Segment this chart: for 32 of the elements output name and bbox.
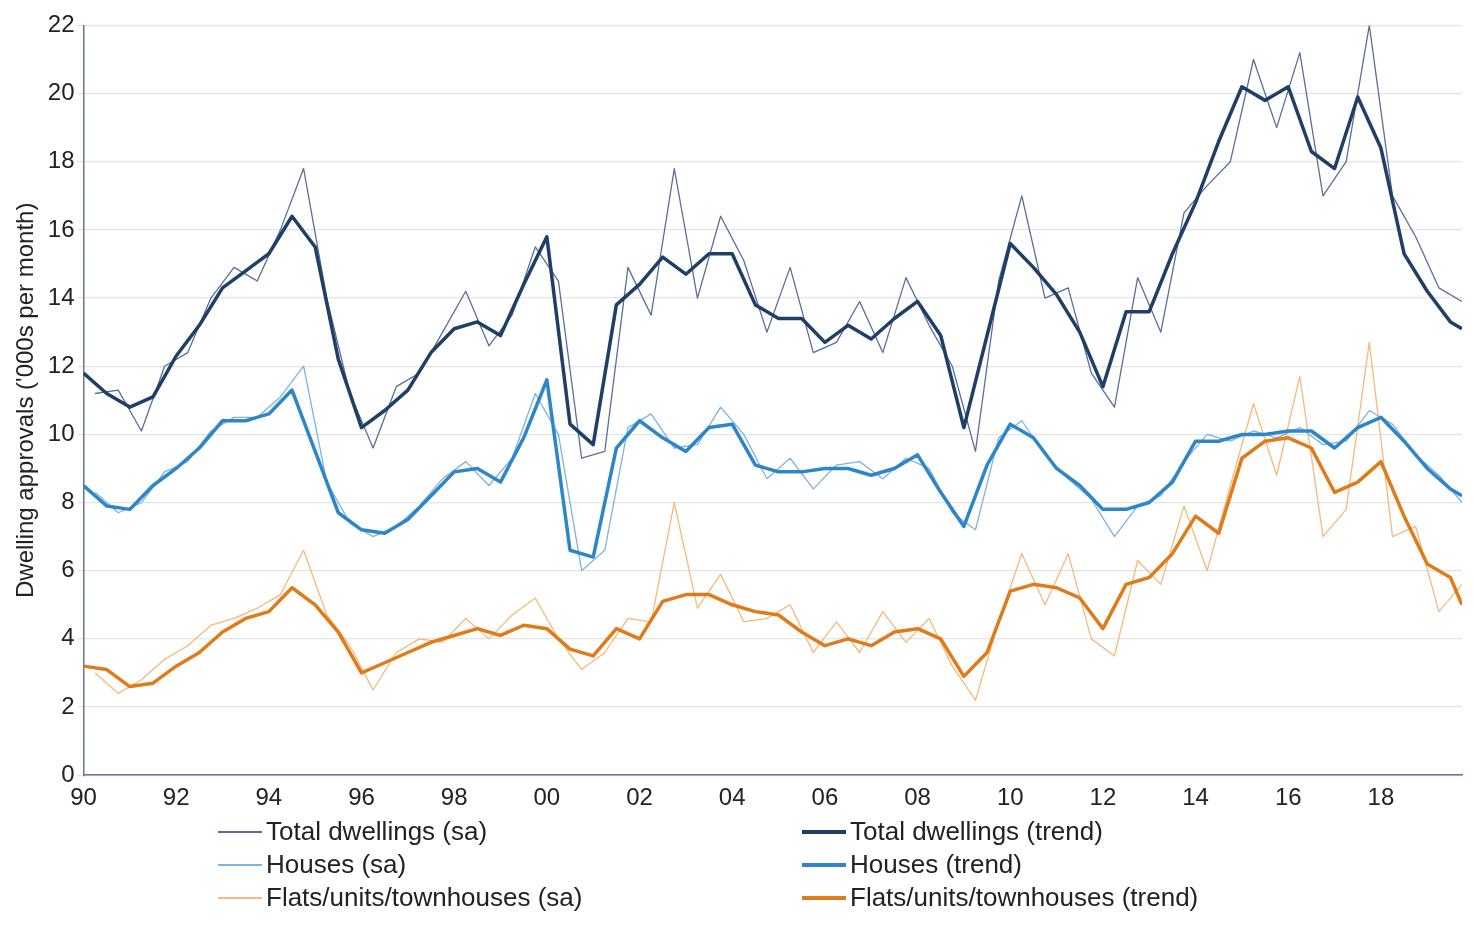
x-tick-label: 10 (996, 783, 1024, 811)
x-tick-label: 00 (533, 783, 561, 811)
y-tick-label: 18 (47, 146, 75, 174)
legend-label: Flats/units/townhouses (sa) (266, 882, 583, 913)
y-axis-title: Dwelling approvals ('000s per month) (11, 202, 39, 599)
legend-label: Houses (sa) (266, 849, 407, 880)
y-tick-label: 20 (47, 78, 75, 106)
y-tick-label: 6 (61, 555, 75, 583)
y-tick-label: 22 (47, 10, 75, 38)
x-tick-label: 18 (1367, 783, 1395, 811)
x-tick-label: 02 (626, 783, 653, 811)
x-tick-label: 04 (718, 783, 746, 811)
x-tick-label: 98 (440, 783, 468, 811)
x-tick-label: 08 (904, 783, 931, 811)
y-tick-label: 16 (47, 214, 75, 242)
legend-label: Total dwellings (sa) (266, 816, 488, 847)
y-tick-label: 10 (47, 419, 75, 447)
y-tick-label: 8 (61, 487, 75, 515)
legend-label: Flats/units/townhouses (trend) (850, 882, 1199, 913)
x-tick-label: 16 (1274, 783, 1302, 811)
x-tick-label: 14 (1182, 783, 1209, 811)
x-tick-label: 92 (162, 783, 190, 811)
x-tick-label: 94 (255, 783, 283, 811)
y-tick-label: 14 (47, 282, 75, 310)
legend-label: Total dwellings (trend) (850, 816, 1103, 847)
x-tick-label: 06 (811, 783, 839, 811)
x-tick-label: 96 (348, 783, 375, 811)
x-tick-label: 12 (1089, 783, 1117, 811)
y-tick-label: 2 (61, 691, 75, 719)
y-tick-label: 12 (47, 350, 75, 378)
y-tick-label: 4 (61, 623, 75, 651)
legend-label: Houses (trend) (850, 849, 1022, 880)
